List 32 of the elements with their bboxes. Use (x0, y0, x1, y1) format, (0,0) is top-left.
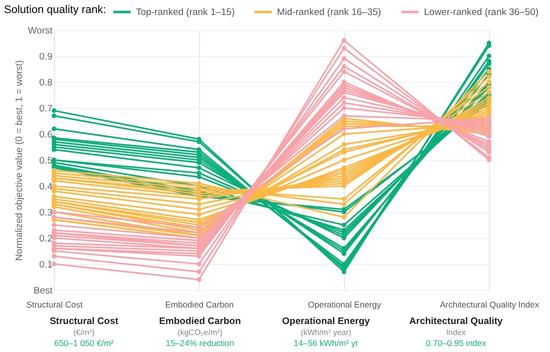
y-tick-label: Best (33, 286, 53, 296)
text: Architectural Quality (408, 316, 504, 328)
legend-label: Mid-ranked (rank 16–35) (277, 7, 382, 18)
text: 0.70–0.95 index (424, 338, 488, 348)
y-tick-label: 0.6 (39, 130, 52, 140)
x-tick-label: Architectural Quality Index (440, 300, 540, 310)
legend-title: Solution quality rank: (4, 4, 106, 16)
text: (kgCO₂e/m²) (176, 328, 224, 338)
y-tick-label: 0.5 (39, 156, 52, 166)
x-tick-label: Operational Energy (308, 300, 382, 310)
x-tick-label: Embodied Carbon (165, 300, 234, 310)
x-tick-label: Structural Cost (26, 300, 84, 310)
text: Embodied Carbon (158, 316, 242, 328)
text: 14–56 kWh/m² yr (292, 338, 360, 348)
text: (kWh/m² year) (300, 328, 352, 338)
y-tick-label: 0.8 (39, 78, 52, 88)
text: (€/m²) (72, 328, 96, 338)
y-tick-label: 0.3 (39, 208, 52, 218)
text: Structural Cost (48, 316, 120, 328)
y-tick-label: Worst (28, 26, 53, 36)
legend-label: Lower-ranked (rank 36–50) (424, 7, 539, 18)
y-tick-label: 0.7 (39, 104, 52, 114)
y-tick-label: 0.1 (39, 260, 52, 270)
legend-label: Top-ranked (rank 1–15) (136, 7, 235, 18)
text: Index (445, 328, 467, 338)
y-tick-label: 0.9 (39, 52, 52, 62)
y-tick-label: 0.4 (39, 182, 52, 192)
text: Operational Energy (281, 316, 371, 328)
text: 15–24% reduction (164, 338, 236, 348)
text: 650–1 050 €/m² (53, 338, 115, 348)
y-axis-title: Normalized objective value (0 = best, 1 = worst) (14, 60, 25, 261)
y-tick-label: 0.2 (39, 234, 52, 244)
